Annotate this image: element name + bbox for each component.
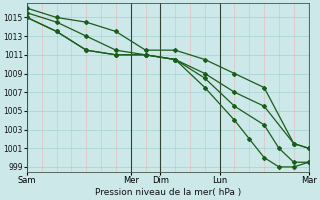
X-axis label: Pression niveau de la mer( hPa ): Pression niveau de la mer( hPa ) bbox=[95, 188, 241, 197]
